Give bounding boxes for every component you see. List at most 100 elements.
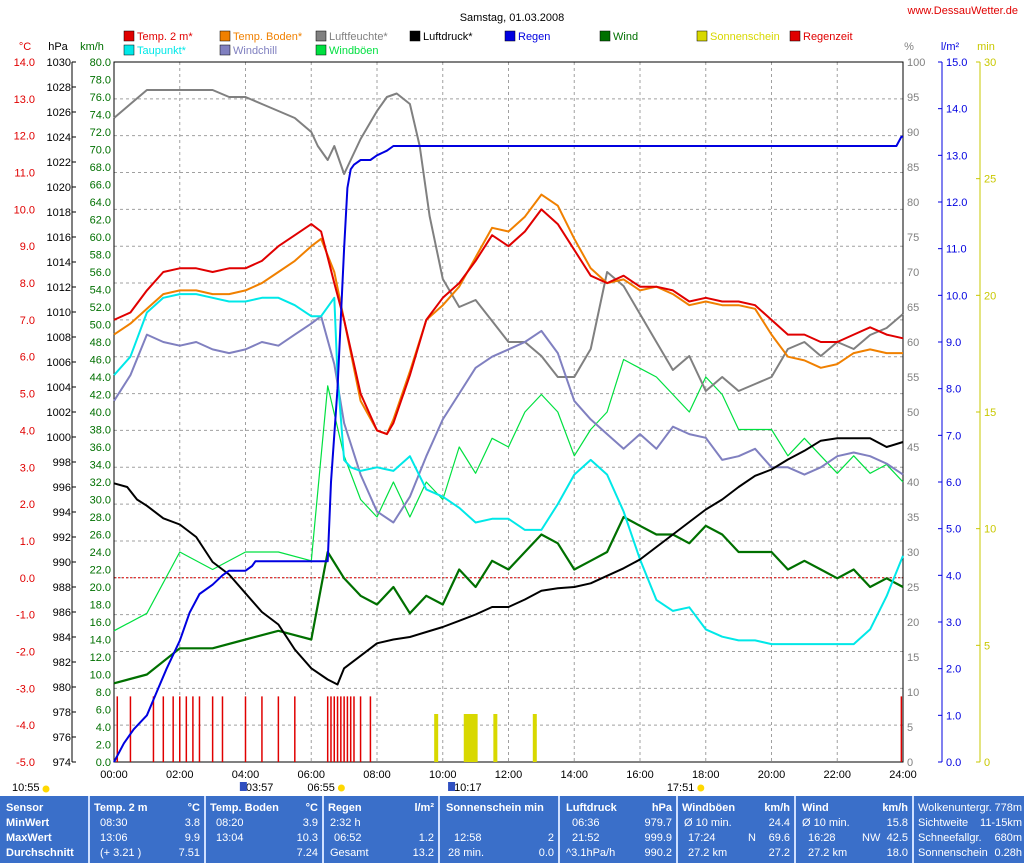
- wind-title: Wind: [802, 802, 829, 814]
- humidity-tick-label: 75: [907, 232, 919, 244]
- misc-sunshine: 0.28h: [994, 847, 1022, 859]
- boden-max-time: 13:04: [216, 832, 244, 844]
- humidity-unit-label: %: [904, 41, 914, 53]
- wind-tick-label: 12.0: [90, 652, 111, 664]
- pressure-tick-label: 988: [53, 582, 71, 594]
- wind-unit: km/h: [882, 802, 908, 814]
- humidity-tick-label: 65: [907, 302, 919, 314]
- legend-swatch: [123, 44, 135, 56]
- wind-tick-label: 6.0: [96, 705, 111, 717]
- temp-tick-label: 8.0: [20, 278, 35, 290]
- stats-col-boeen: Windböen km/h Ø 10 min. 24.4 17:24 N 69.…: [682, 796, 790, 863]
- x-tick-label: 22:00: [823, 769, 851, 781]
- wind-tick-label: 62.0: [90, 215, 111, 227]
- series-line-luftfeuchte: [113, 89, 904, 392]
- stats-table: Sensor MinWert MaxWert Durchschnitt Temp…: [0, 796, 1024, 863]
- x-tick-label: 00:00: [100, 769, 128, 781]
- series-line-luftdruck: [113, 437, 904, 686]
- misc-cloud: 778m: [994, 802, 1022, 814]
- wind-tick-label: 56.0: [90, 267, 111, 279]
- regen-max-time: 06:52: [334, 832, 362, 844]
- moon-icon: [448, 782, 456, 791]
- chart-background: [0, 0, 1024, 796]
- humidity-tick-label: 10: [907, 687, 919, 699]
- pressure-tick-label: 1014: [47, 257, 71, 269]
- rain-tick-label: 11.0: [946, 244, 967, 256]
- pressure-tick-label: 1010: [47, 307, 71, 319]
- temp-unit-label: °C: [19, 41, 31, 53]
- wind-tick-label: 80.0: [90, 57, 111, 69]
- humidity-tick-label: 80: [907, 197, 919, 209]
- pressure-tick-label: 986: [53, 607, 71, 619]
- wind-tick-label: 72.0: [90, 127, 111, 139]
- boden-unit: °C: [305, 802, 318, 814]
- legend-swatch: [599, 30, 611, 42]
- pressure-tick-label: 1022: [47, 157, 71, 169]
- rain-tick-label: 8.0: [946, 384, 961, 396]
- misc-cloud-label: Wolkenuntergr.: [918, 802, 992, 814]
- sonne-total: 0.0: [538, 847, 554, 859]
- x-tick-label: 20:00: [758, 769, 786, 781]
- axes: -5.0 -4.0 -3.0 -2.0 -1.0 0.0 1.0 2.0 3.0 4.0 5.0 6.…: [14, 41, 997, 781]
- wind-tick-label: 50.0: [90, 320, 111, 332]
- legend-swatch: [504, 30, 516, 42]
- legend-swatch: [315, 30, 327, 42]
- humidity-tick-label: 30: [907, 547, 919, 559]
- regen-total: 13.2: [412, 847, 434, 859]
- wind-tick-label: 64.0: [90, 197, 111, 209]
- pressure-tick-label: 992: [53, 532, 71, 544]
- wind-tick-label: 34.0: [90, 460, 111, 472]
- legend-label: Windböen: [329, 45, 379, 57]
- temp-tick-label: 6.0: [20, 352, 35, 364]
- wind-tick-label: 8.0: [96, 687, 111, 699]
- wind-tick-label: 30.0: [90, 495, 111, 507]
- pressure-tick-label: 974: [53, 757, 71, 769]
- temp2m-avg-note: (+ 3.21 ): [100, 847, 142, 859]
- legend-label: Temp. 2 m*: [137, 31, 193, 43]
- boden-min: 3.9: [302, 817, 318, 829]
- rain-unit-label: l/m²: [941, 41, 960, 53]
- sun-icon: [42, 785, 50, 793]
- legend-label: Wind: [613, 31, 638, 43]
- stats-col-regen: Regen l/m² 2:32 h 06:52 1.2 Gesamt 13.2: [328, 796, 434, 863]
- stats-col-druck: Luftdruck hPa 06:36 979.7 21:52 999.9 ^3…: [566, 796, 672, 863]
- series-line-regen: [113, 135, 903, 763]
- legend-label: Regen: [518, 31, 550, 43]
- pressure-tick-label: 1002: [47, 407, 71, 419]
- humidity-tick-label: 70: [907, 267, 919, 279]
- pressure-tick-label: 998: [53, 457, 71, 469]
- temp-tick-label: 9.0: [20, 241, 35, 253]
- wind-tick-label: 28.0: [90, 512, 111, 524]
- rain-tick-label: 6.0: [946, 477, 961, 489]
- stats-col-labels: Sensor MinWert MaxWert Durchschnitt: [6, 796, 86, 863]
- sonne-title: Sonnenschein min: [446, 802, 544, 814]
- sunshine-bar: [532, 714, 537, 762]
- series-line-temp-boden: [113, 193, 903, 436]
- temp-tick-label: 2.0: [20, 499, 35, 511]
- wind-tick-label: 14.0: [90, 635, 111, 647]
- stats-label-max: MaxWert: [6, 832, 52, 844]
- pressure-tick-label: 1030: [47, 57, 71, 69]
- temp2m-min-time: 08:30: [100, 817, 128, 829]
- pressure-tick-label: 990: [53, 557, 71, 569]
- site-url-link[interactable]: www.DessauWetter.de: [907, 5, 1018, 17]
- sun-tick-label: 25: [984, 174, 996, 186]
- pressure-tick-label: 1024: [47, 132, 71, 144]
- sun-moon-markers: 10:55 03:57 06:55 10:17 17:51: [12, 782, 705, 794]
- temp-tick-label: -1.0: [16, 610, 35, 622]
- regen-max: 1.2: [418, 832, 434, 844]
- x-tick-label: 16:00: [626, 769, 654, 781]
- temp-tick-label: 4.0: [20, 425, 35, 437]
- stats-separator: [438, 796, 440, 863]
- stats-col-temp2m: Temp. 2 m °C 08:30 3.8 13:06 9.9 (+ 3.21…: [94, 796, 200, 863]
- boden-max: 10.3: [296, 832, 318, 844]
- pressure-tick-label: 978: [53, 707, 71, 719]
- wind-tick-label: 22.0: [90, 565, 111, 577]
- sonne-max: 2: [547, 832, 554, 844]
- wind-tick-label: 2.0: [96, 740, 111, 752]
- x-tick-label: 14:00: [560, 769, 588, 781]
- rain-tick-label: 1.0: [946, 710, 961, 722]
- wind-tick-label: 76.0: [90, 92, 111, 104]
- wind-tick-label: 46.0: [90, 355, 111, 367]
- series-line-windchill: [113, 315, 904, 524]
